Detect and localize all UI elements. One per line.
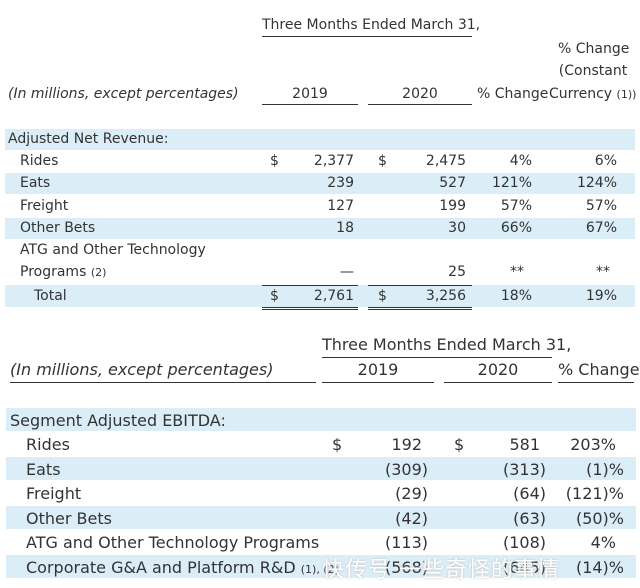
cell-2020-otherbets-2: (63) bbox=[513, 509, 546, 528]
cell-change-otherbets: 66% bbox=[500, 220, 532, 236]
cell-change-atg: ** bbox=[510, 264, 524, 280]
row-label-otherbets: Other Bets bbox=[20, 220, 96, 236]
row-band-section-2 bbox=[6, 408, 636, 431]
total-double-rule bbox=[262, 307, 358, 310]
cell-2019-otherbets-2: (42) bbox=[395, 509, 428, 528]
row-band-eats-2 bbox=[6, 457, 636, 480]
row-label-freight-2: Freight bbox=[26, 484, 82, 503]
cell-2019-rides: 2,377 bbox=[313, 153, 354, 169]
cell-change-corporate-2: (14)% bbox=[575, 558, 624, 577]
cell-constant-freight: 57% bbox=[585, 198, 617, 214]
constant-header-line1: % Change bbox=[558, 41, 630, 57]
cell-2020-total: 3,256 bbox=[425, 288, 466, 304]
row-band-otherbets bbox=[5, 218, 635, 239]
cell-change-eats-2: (1)% bbox=[586, 460, 624, 479]
currency-symbol: $ bbox=[454, 435, 465, 454]
cell-2019-otherbets: 18 bbox=[336, 220, 354, 236]
cell-2020-eats: 527 bbox=[439, 175, 466, 191]
cell-2020-rides-2: 581 bbox=[509, 435, 540, 454]
row-band-otherbets-2 bbox=[6, 506, 636, 529]
total-top-rule bbox=[262, 285, 358, 286]
cell-2019-total: 2,761 bbox=[313, 288, 354, 304]
cell-2019-freight-2: (29) bbox=[395, 484, 428, 503]
total-double-rule bbox=[368, 307, 472, 310]
units-label: (In millions, except percentages) bbox=[8, 86, 239, 102]
cell-change-atg-2: 4% bbox=[590, 533, 616, 552]
cell-2019-eats-2: (309) bbox=[384, 460, 428, 479]
cell-2020-freight: 199 bbox=[439, 198, 466, 214]
col-header-2020: 2020 bbox=[368, 86, 472, 105]
row-label-atg-2: ATG and Other Technology Programs bbox=[26, 533, 320, 552]
row-label-otherbets-2: Other Bets bbox=[26, 509, 112, 528]
cell-2019-rides-2: 192 bbox=[391, 435, 422, 454]
cell-change-total: 18% bbox=[500, 288, 532, 304]
currency-symbol: $ bbox=[378, 153, 387, 169]
row-band-eats bbox=[5, 173, 635, 194]
cell-change-rides-2: 203% bbox=[570, 435, 616, 454]
row-label-freight: Freight bbox=[20, 198, 69, 214]
col-header-2020-2: 2020 bbox=[444, 360, 552, 383]
cell-change-eats: 121% bbox=[491, 175, 532, 191]
cell-2020-atg-2: (108) bbox=[502, 533, 546, 552]
col-header-2019: 2019 bbox=[262, 86, 358, 105]
cell-2019-atg: — bbox=[340, 264, 354, 280]
cell-change-freight-2: (121)% bbox=[565, 484, 624, 503]
section-label: Adjusted Net Revenue: bbox=[8, 131, 169, 147]
row-label-rides-2: Rides bbox=[26, 435, 70, 454]
cell-constant-otherbets: 67% bbox=[585, 220, 617, 236]
cell-change-freight: 57% bbox=[500, 198, 532, 214]
row-label-atg-line2: Programs (2) bbox=[20, 264, 107, 280]
total-top-rule bbox=[368, 285, 472, 286]
col-header-2019-2: 2019 bbox=[322, 360, 434, 383]
section-label-2: Segment Adjusted EBITDA: bbox=[10, 411, 226, 430]
cell-2019-freight: 127 bbox=[327, 198, 354, 214]
cell-2020-otherbets: 30 bbox=[448, 220, 466, 236]
cell-constant-rides: 6% bbox=[594, 153, 617, 169]
cell-2020-corporate-2: (645) bbox=[502, 558, 546, 577]
cell-2019-eats: 239 bbox=[327, 175, 354, 191]
cell-constant-eats: 124% bbox=[576, 175, 617, 191]
col-header-change: % Change bbox=[477, 86, 549, 102]
period-header: Three Months Ended March 31, bbox=[262, 17, 480, 37]
cell-change-rides: 4% bbox=[509, 153, 532, 169]
currency-symbol: $ bbox=[332, 435, 343, 454]
currency-symbol: $ bbox=[378, 288, 387, 304]
watermark-text: 快传号 一些奇怪的事情 bbox=[322, 558, 560, 583]
row-label-total: Total bbox=[34, 288, 67, 304]
constant-header-line2: (Constant bbox=[558, 63, 628, 79]
cell-2020-rides: 2,475 bbox=[425, 153, 466, 169]
row-label-atg-line1: ATG and Other Technology bbox=[20, 242, 206, 258]
period-header-2: Three Months Ended March 31, bbox=[322, 335, 571, 358]
row-label-corporate-2: Corporate G&A and Platform R&D (1), (2) bbox=[26, 558, 339, 577]
cell-constant-total: 19% bbox=[585, 288, 617, 304]
row-band-corporate-2 bbox=[6, 555, 636, 578]
cell-constant-atg: ** bbox=[596, 264, 610, 280]
currency-symbol: $ bbox=[270, 288, 279, 304]
row-label-eats-2: Eats bbox=[26, 460, 61, 479]
cell-2020-eats-2: (313) bbox=[502, 460, 546, 479]
currency-symbol: $ bbox=[270, 153, 279, 169]
constant-header-line3: Currency (1)) bbox=[549, 86, 637, 102]
cell-2020-freight-2: (64) bbox=[513, 484, 546, 503]
cell-2019-atg-2: (113) bbox=[384, 533, 428, 552]
cell-2019-corporate-2: (568) bbox=[384, 558, 428, 577]
col-header-change-2: % Change bbox=[558, 360, 640, 383]
row-band-total bbox=[5, 285, 635, 307]
cell-change-otherbets-2: (50)% bbox=[575, 509, 624, 528]
row-band-section bbox=[5, 129, 635, 150]
cell-2020-atg: 25 bbox=[448, 264, 466, 280]
row-label-rides: Rides bbox=[20, 153, 59, 169]
row-label-eats: Eats bbox=[20, 175, 51, 191]
units-label-2: (In millions, except percentages) bbox=[10, 360, 316, 383]
